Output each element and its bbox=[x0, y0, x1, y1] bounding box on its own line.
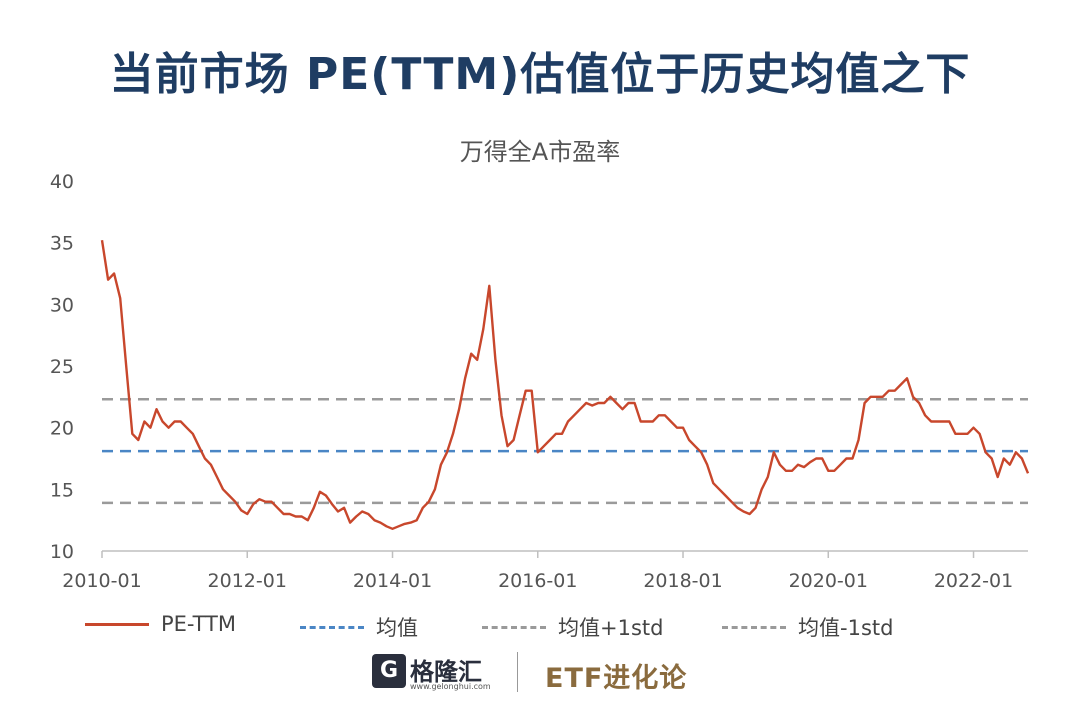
x-tick-label: 2020-01 bbox=[789, 570, 868, 592]
legend-label: 均值-1std bbox=[798, 616, 894, 640]
x-tick-label: 2014-01 bbox=[353, 570, 432, 592]
logo-name: 格隆汇 bbox=[410, 658, 482, 686]
legend-item-mean: 均值 bbox=[300, 612, 418, 642]
page-headline: 当前市场 PE(TTM)估值位于历史均值之下 bbox=[109, 49, 971, 100]
legend-item-mean-plus-std: 均值+1std bbox=[482, 612, 663, 642]
x-tick-label: 2018-01 bbox=[643, 570, 722, 592]
footer-brand: ETF进化论 bbox=[545, 663, 688, 694]
x-tick-label: 2022-01 bbox=[934, 570, 1013, 592]
legend-item-mean-minus-std: 均值-1std bbox=[722, 612, 893, 642]
logo-url: www.gelonghui.com bbox=[410, 682, 491, 691]
chart-title: 万得全A市盈率 bbox=[459, 138, 621, 166]
legend-label: 均值 bbox=[376, 616, 418, 640]
pe-chart: 10 15 20 25 30 35 40 2010-01 2012-01 2014-01 2016… bbox=[50, 171, 1030, 592]
chart-legend: PE-TTM 均值 均值+1std 均值-1std bbox=[0, 612, 1080, 644]
x-tick-label: 2010-01 bbox=[62, 570, 141, 592]
y-axis-ticks: 10 15 20 25 30 35 40 bbox=[50, 171, 74, 563]
footer: G 格隆汇 www.gelonghui.com ETF进化论 bbox=[0, 650, 1080, 694]
legend-label: PE-TTM bbox=[161, 612, 236, 636]
y-tick-label: 25 bbox=[50, 356, 74, 378]
legend-swatch bbox=[722, 625, 786, 629]
x-tick-label: 2016-01 bbox=[498, 570, 577, 592]
legend-label: 均值+1std bbox=[558, 616, 664, 640]
y-tick-label: 10 bbox=[50, 541, 74, 563]
legend-swatch bbox=[85, 622, 149, 626]
gelonghui-logo-icon: G bbox=[372, 654, 406, 688]
legend-swatch bbox=[482, 625, 546, 629]
y-tick-label: 30 bbox=[50, 294, 74, 316]
legend-swatch bbox=[300, 625, 364, 629]
y-tick-label: 20 bbox=[50, 418, 74, 440]
reference-lines bbox=[102, 398, 1028, 505]
y-tick-label: 40 bbox=[50, 171, 74, 193]
legend-item-pe-ttm: PE-TTM bbox=[85, 612, 236, 636]
footer-divider bbox=[517, 652, 518, 692]
x-axis-ticks: 2010-01 2012-01 2014-01 2016-01 2018-01 2020-… bbox=[62, 551, 1013, 592]
y-tick-label: 35 bbox=[50, 233, 74, 255]
x-tick-label: 2012-01 bbox=[208, 570, 287, 592]
y-tick-label: 15 bbox=[50, 479, 74, 501]
pe-ttm-line bbox=[100, 240, 1030, 530]
